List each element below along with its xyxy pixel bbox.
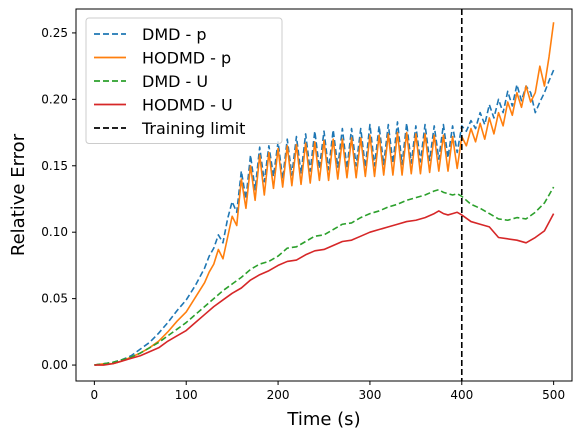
y-axis-title: Relative Error [8, 133, 29, 256]
legend-box [85, 17, 283, 144]
axes-frame [75, 8, 573, 382]
legend-label-dmd-u: DMD - U [142, 72, 208, 91]
y-tick-label: 0.10 [41, 225, 68, 239]
x-axis-title: Time (s) [286, 409, 360, 430]
series-line-hodmd-u [94, 210, 555, 366]
x-tick-label: 100 [175, 388, 198, 402]
series-line-dmd-p [94, 69, 555, 366]
legend-label-hodmd-p: HODMD - p [142, 49, 231, 68]
x-tick-label: 500 [542, 388, 565, 402]
legend: DMD - p HODMD - p DMD - U HODMD - U Training… [85, 17, 283, 144]
series-group [94, 9, 555, 381]
y-tick-label: 0.25 [41, 26, 68, 40]
series-line-dmd-u [94, 186, 555, 366]
legend-label-training-limit: Training limit [141, 119, 245, 138]
plot-area [94, 9, 555, 381]
series-line-hodmd-p [94, 22, 555, 366]
y-tick-label: 0.20 [41, 92, 68, 106]
x-tick-label: 200 [267, 388, 290, 402]
y-tick-label: 0.15 [41, 159, 68, 173]
x-tick-label: 300 [358, 388, 381, 402]
legend-label-hodmd-u: HODMD - U [142, 96, 233, 115]
x-tick-label: 400 [450, 388, 473, 402]
axis-ticks: 0 100 200 300 400 500 0.00 0.05 0.10 0.15 0.20 0.25 [41, 26, 565, 402]
x-tick-label: 0 [91, 388, 99, 402]
y-tick-label: 0.05 [41, 292, 68, 306]
y-tick-label: 0.00 [41, 358, 68, 372]
legend-label-dmd-p: DMD - p [142, 25, 207, 44]
